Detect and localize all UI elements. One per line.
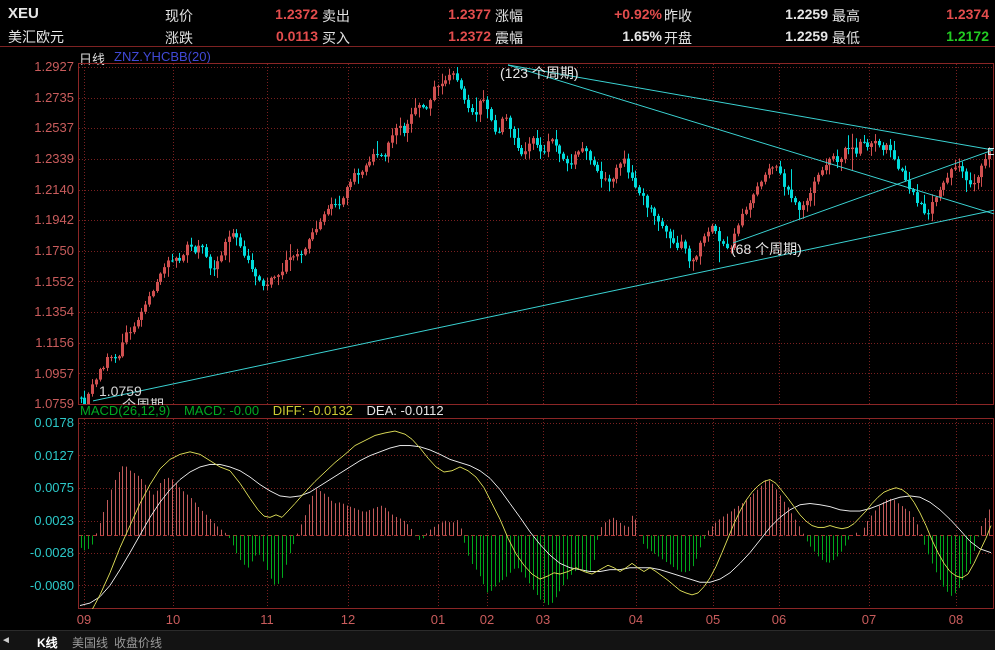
symbol-code: XEU [8, 5, 39, 22]
diff-value-label: DIFF: -0.0132 [272, 403, 353, 418]
main-price-tick: 1.2927 [34, 59, 74, 74]
time-axis-tick: 10 [165, 612, 181, 627]
time-axis-tick: 02 [479, 612, 495, 627]
field-label-current: 现价 [165, 8, 193, 24]
macd-value-tick: 0.0127 [34, 447, 74, 463]
macd-value-tick: -0.0028 [29, 545, 74, 560]
chart-type-tabbar: ◄ K线 美国线 收盘价线 [0, 630, 995, 650]
main-price-tick: 1.2735 [34, 89, 74, 105]
macd-value-label: MACD: -0.00 [183, 403, 260, 418]
field-label-open: 开盘 [664, 30, 692, 46]
time-axis-tick: 05 [705, 612, 721, 627]
candlestick-chart-canvas[interactable] [78, 63, 994, 405]
field-value-amplitude: 1.65% [622, 28, 662, 44]
main-price-tick: 1.1156 [35, 334, 74, 350]
macd-value-tick: -0.0080 [29, 577, 74, 593]
macd-value-tick: 0.0178 [34, 415, 74, 430]
time-axis-tick: 12 [340, 612, 356, 627]
header-separator [0, 46, 995, 47]
indicator-label: ZNZ.YHCBB(20) [114, 49, 211, 64]
time-axis-tick: 07 [861, 612, 877, 627]
macd-params-label: MACD(26,12,9) [80, 403, 171, 418]
main-price-tick: 1.2339 [34, 151, 74, 166]
field-value-current: 1.2372 [275, 6, 318, 22]
tab-us-line[interactable]: 美国线 [72, 636, 109, 650]
macd-value-tick: 0.0075 [34, 480, 74, 495]
field-value-change: 0.0113 [275, 28, 318, 44]
time-axis-tick: 04 [628, 612, 644, 627]
main-price-tick: 1.1750 [34, 242, 74, 258]
field-value-low: 1.2172 [946, 28, 989, 44]
field-value-sell: 1.2377 [448, 6, 491, 22]
symbol-name: 美汇欧元 [8, 29, 64, 45]
field-label-amplitude: 震幅 [495, 30, 523, 46]
scroll-left-icon[interactable]: ◄ [1, 635, 11, 646]
time-axis-tick: 03 [535, 612, 551, 627]
main-price-tick: 1.1552 [34, 273, 74, 289]
field-value-buy: 1.2372 [448, 28, 491, 44]
dea-value-label: DEA: -0.0112 [366, 403, 444, 418]
field-label-change: 涨跌 [165, 30, 193, 46]
macd-value-tick: 0.0023 [34, 512, 74, 528]
time-axis-tick: 08 [948, 612, 964, 627]
field-value-prev-close: 1.2259 [785, 6, 828, 22]
macd-indicator-header: MACD(26,12,9) MACD: -0.00 DIFF: -0.0132 … [80, 403, 454, 418]
main-price-tick: 1.0759 [34, 396, 74, 411]
main-price-tick: 1.1354 [34, 304, 74, 320]
field-label-prev-close: 昨收 [664, 8, 692, 24]
field-value-open: 1.2259 [785, 28, 828, 44]
tab-candlestick[interactable]: K线 [37, 636, 58, 650]
main-price-tick: 1.2140 [34, 181, 74, 197]
time-axis-tick: 11 [260, 612, 274, 627]
tab-close-line[interactable]: 收盘价线 [114, 636, 163, 650]
time-axis-tick: 06 [771, 612, 787, 627]
field-label-high: 最高 [832, 8, 860, 24]
field-label-low: 最低 [832, 30, 860, 46]
time-axis-tick: 01 [430, 612, 446, 627]
field-label-sell: 卖出 [322, 8, 350, 24]
main-price-tick: 1.0957 [34, 365, 74, 381]
time-axis-tick: 09 [76, 612, 92, 627]
field-value-change-pct: +0.92% [614, 6, 662, 22]
main-price-tick: 1.2537 [34, 120, 74, 136]
field-label-buy: 买入 [322, 30, 350, 46]
field-label-change-pct: 涨幅 [495, 8, 523, 24]
macd-chart-canvas[interactable] [78, 418, 994, 609]
field-value-high: 1.2374 [946, 6, 989, 22]
main-price-tick: 1.1942 [34, 212, 74, 228]
